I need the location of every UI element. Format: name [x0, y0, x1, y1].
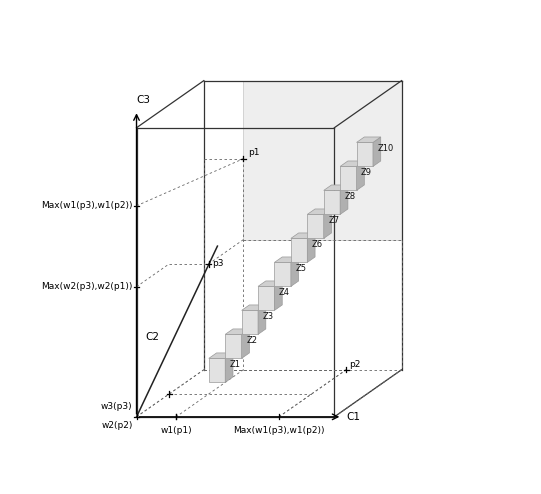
Text: p2: p2 — [349, 360, 361, 369]
Text: Z2: Z2 — [246, 336, 257, 345]
Text: Max(w1(p3),w1(p2)): Max(w1(p3),w1(p2)) — [233, 426, 325, 435]
Text: Z5: Z5 — [295, 264, 306, 273]
Polygon shape — [243, 81, 401, 240]
Text: Z9: Z9 — [361, 168, 372, 177]
Text: C3: C3 — [136, 95, 150, 105]
Polygon shape — [291, 239, 307, 262]
Polygon shape — [225, 329, 249, 334]
Polygon shape — [258, 281, 282, 287]
Polygon shape — [357, 161, 364, 190]
Polygon shape — [209, 353, 233, 358]
Polygon shape — [258, 287, 274, 310]
Polygon shape — [274, 257, 299, 262]
Polygon shape — [258, 305, 266, 334]
Text: C2: C2 — [146, 332, 160, 342]
Polygon shape — [242, 310, 258, 334]
Polygon shape — [307, 209, 332, 214]
Text: Z6: Z6 — [312, 240, 323, 249]
Text: Z4: Z4 — [279, 288, 290, 297]
Polygon shape — [274, 281, 282, 310]
Polygon shape — [307, 233, 315, 262]
Polygon shape — [357, 137, 381, 142]
Polygon shape — [274, 262, 291, 287]
Polygon shape — [340, 166, 357, 190]
Polygon shape — [307, 214, 324, 239]
Text: C1: C1 — [346, 412, 360, 422]
Text: Max(w2(p3),w2(p1)): Max(w2(p3),w2(p1)) — [41, 282, 133, 291]
Polygon shape — [225, 334, 242, 358]
Polygon shape — [242, 329, 249, 358]
Text: w1(p1): w1(p1) — [160, 426, 192, 435]
Text: Z7: Z7 — [328, 216, 339, 225]
Text: p1: p1 — [248, 148, 260, 157]
Polygon shape — [324, 190, 340, 214]
Text: Z8: Z8 — [345, 192, 356, 202]
Polygon shape — [324, 185, 348, 190]
Polygon shape — [225, 353, 233, 382]
Text: w2(p2): w2(p2) — [101, 421, 133, 430]
Text: w3(p3): w3(p3) — [101, 402, 133, 411]
Text: Max(w1(p3),w1(p2)): Max(w1(p3),w1(p2)) — [41, 201, 133, 210]
Polygon shape — [209, 358, 225, 382]
Polygon shape — [357, 142, 373, 166]
Polygon shape — [291, 233, 315, 239]
Polygon shape — [291, 257, 299, 287]
Text: p3: p3 — [212, 259, 223, 268]
Polygon shape — [340, 185, 348, 214]
Polygon shape — [340, 161, 364, 166]
Polygon shape — [324, 209, 332, 239]
Text: Z1: Z1 — [230, 360, 241, 370]
Polygon shape — [373, 137, 381, 166]
Polygon shape — [242, 305, 266, 310]
Text: Z3: Z3 — [262, 312, 274, 321]
Text: Z10: Z10 — [378, 144, 394, 153]
